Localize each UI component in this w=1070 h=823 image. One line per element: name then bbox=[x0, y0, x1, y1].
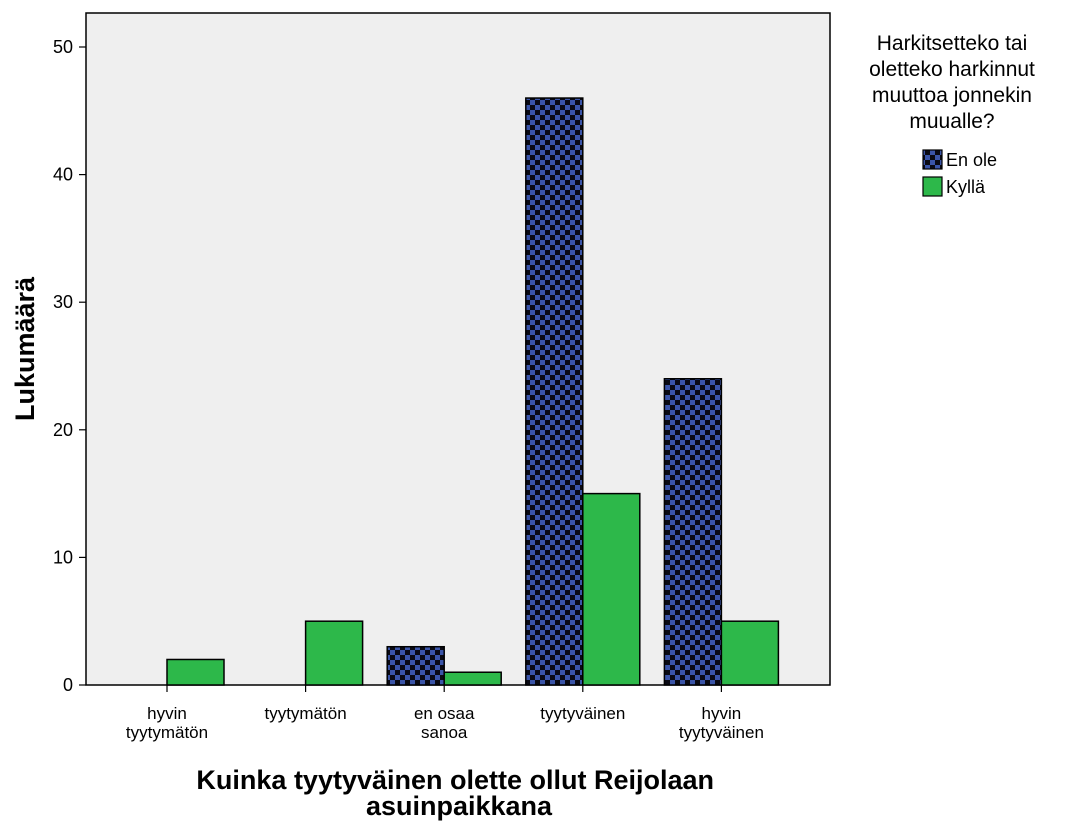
x-tick-label-line: hyvin bbox=[702, 704, 742, 723]
x-tick-label-line: tyytyväinen bbox=[679, 723, 764, 742]
x-axis-title: Kuinka tyytyväinen olette ollut Reijolaa… bbox=[196, 765, 721, 821]
x-tick-label-line: tyytymätön bbox=[126, 723, 208, 742]
x-tick-label-line: en osaa bbox=[414, 704, 475, 723]
bars-layer bbox=[166, 97, 780, 686]
legend-title-line: Harkitsetteko tai bbox=[877, 32, 1028, 55]
bar-kylla bbox=[582, 492, 641, 686]
y-axis-title: Lukumäärä bbox=[10, 276, 40, 421]
legend-label-en-ole: En ole bbox=[946, 150, 997, 170]
x-tick-label: tyytyväinen bbox=[540, 704, 625, 723]
x-tick-label-line: hyvin bbox=[147, 704, 187, 723]
legend-swatch-en-ole bbox=[922, 149, 943, 170]
x-axis-title-line-1: Kuinka tyytyväinen olette ollut Reijolaa… bbox=[196, 765, 714, 795]
bar-en-ole bbox=[386, 645, 445, 686]
legend-title-line: muualle? bbox=[909, 110, 994, 133]
bar-kylla bbox=[720, 620, 780, 686]
y-tick-label: 0 bbox=[63, 675, 73, 695]
legend-swatch-kylla bbox=[922, 176, 943, 197]
x-tick-label: tyytymätön bbox=[264, 704, 346, 723]
x-tick-label-line: tyytymätön bbox=[264, 704, 346, 723]
y-tick-label: 30 bbox=[53, 292, 73, 312]
x-tick-label: hyvin tyytymätön bbox=[126, 704, 208, 742]
x-tick-label-line: tyytyväinen bbox=[540, 704, 625, 723]
y-axis: 0 10 20 30 40 50 bbox=[53, 37, 86, 695]
bar-en-ole bbox=[663, 378, 723, 686]
legend: Harkitsetteko tai oletteko harkinnut muutt… bbox=[869, 32, 1035, 197]
x-tick-label-line: sanoa bbox=[421, 723, 468, 742]
x-tick-label: en osaa sanoa bbox=[414, 704, 475, 742]
x-axis-title-line-2: asuinpaikkana bbox=[366, 791, 553, 821]
legend-title: Harkitsetteko tai oletteko harkinnut muutt… bbox=[869, 32, 1035, 133]
legend-title-line: oletteko harkinnut bbox=[869, 58, 1035, 81]
bar-kylla bbox=[304, 620, 364, 686]
bar-kylla bbox=[166, 658, 225, 686]
y-tick-label: 50 bbox=[53, 37, 73, 57]
y-tick-label: 20 bbox=[53, 420, 73, 440]
y-tick-label: 40 bbox=[53, 165, 73, 185]
legend-title-line: muuttoa jonnekin bbox=[872, 84, 1032, 107]
y-tick-label: 10 bbox=[53, 547, 73, 567]
bar-en-ole bbox=[525, 97, 584, 686]
x-tick-label: hyvin tyytyväinen bbox=[679, 704, 764, 742]
legend-label-kylla: Kyllä bbox=[946, 177, 986, 197]
bar-kylla bbox=[443, 671, 502, 686]
